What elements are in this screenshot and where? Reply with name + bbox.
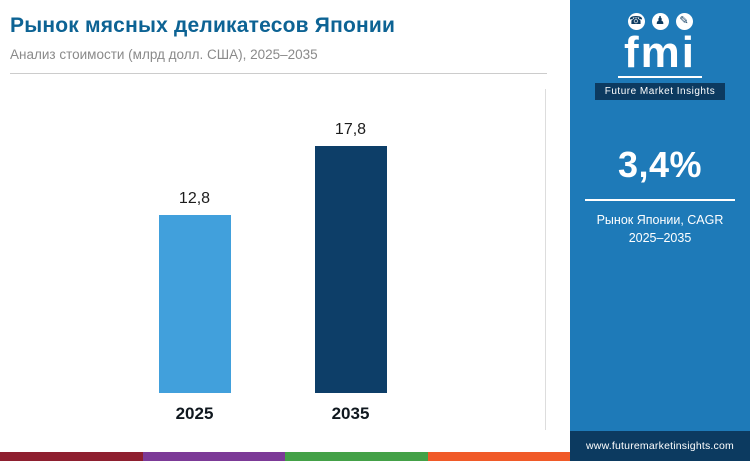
stripe-purple bbox=[142, 452, 285, 461]
pencil-icon: ✎ bbox=[675, 13, 693, 30]
cagr-block: 3,4% Рынок Японии, CAGR 2025–2035 bbox=[570, 144, 750, 247]
bar-chart: 12,8 2025 17,8 2035 bbox=[0, 89, 546, 430]
stripe-orange bbox=[427, 452, 570, 461]
logo-wordmark: fmi bbox=[618, 31, 702, 78]
cagr-label-line2: 2025–2035 bbox=[628, 230, 692, 245]
phone-icon: ☎ bbox=[627, 13, 645, 30]
cagr-divider bbox=[585, 198, 735, 201]
cagr-value: 3,4% bbox=[617, 143, 703, 185]
website-bar: www.futuremarketinsights.com bbox=[570, 431, 750, 461]
logo-tagline: Future Market Insights bbox=[594, 82, 726, 100]
bar-series: 12,8 2025 17,8 2035 bbox=[0, 121, 545, 424]
axis-label-2025: 2025 bbox=[175, 404, 214, 423]
bar-2025 bbox=[158, 215, 231, 393]
bar-value-label-2025: 12,8 bbox=[178, 190, 211, 207]
bar-2035 bbox=[314, 146, 387, 393]
stripe-maroon bbox=[0, 452, 143, 461]
fmi-logo: ☎ ♟ ✎ fmi Future Market Insights bbox=[570, 13, 750, 100]
chart-header: Рынок мясных деликатесов Японии Анализ с… bbox=[0, 0, 570, 74]
website-link[interactable]: www.futuremarketinsights.com bbox=[586, 440, 734, 452]
brand-sidebar: ☎ ♟ ✎ fmi Future Market Insights 3,4% Ры… bbox=[570, 0, 750, 461]
bar-group-2035: 17,8 2035 bbox=[314, 121, 387, 424]
chart-panel: Рынок мясных деликатесов Японии Анализ с… bbox=[0, 0, 570, 461]
stripe-green bbox=[285, 452, 428, 461]
header-divider bbox=[10, 73, 547, 74]
cagr-label-line1: Рынок Японии, CAGR bbox=[596, 212, 724, 227]
footer-color-stripes bbox=[0, 452, 570, 461]
logo-icon-row: ☎ ♟ ✎ bbox=[570, 13, 750, 30]
axis-label-2035: 2035 bbox=[331, 404, 370, 423]
bar-value-label-2035: 17,8 bbox=[334, 121, 367, 138]
chart-subtitle: Анализ стоимости (млрд долл. США), 2025–… bbox=[10, 47, 318, 62]
page-title: Рынок мясных деликатесов Японии bbox=[10, 14, 396, 37]
cagr-label: Рынок Японии, CAGR 2025–2035 bbox=[580, 211, 740, 247]
bar-group-2025: 12,8 2025 bbox=[158, 190, 231, 424]
person-icon: ♟ bbox=[651, 13, 669, 30]
